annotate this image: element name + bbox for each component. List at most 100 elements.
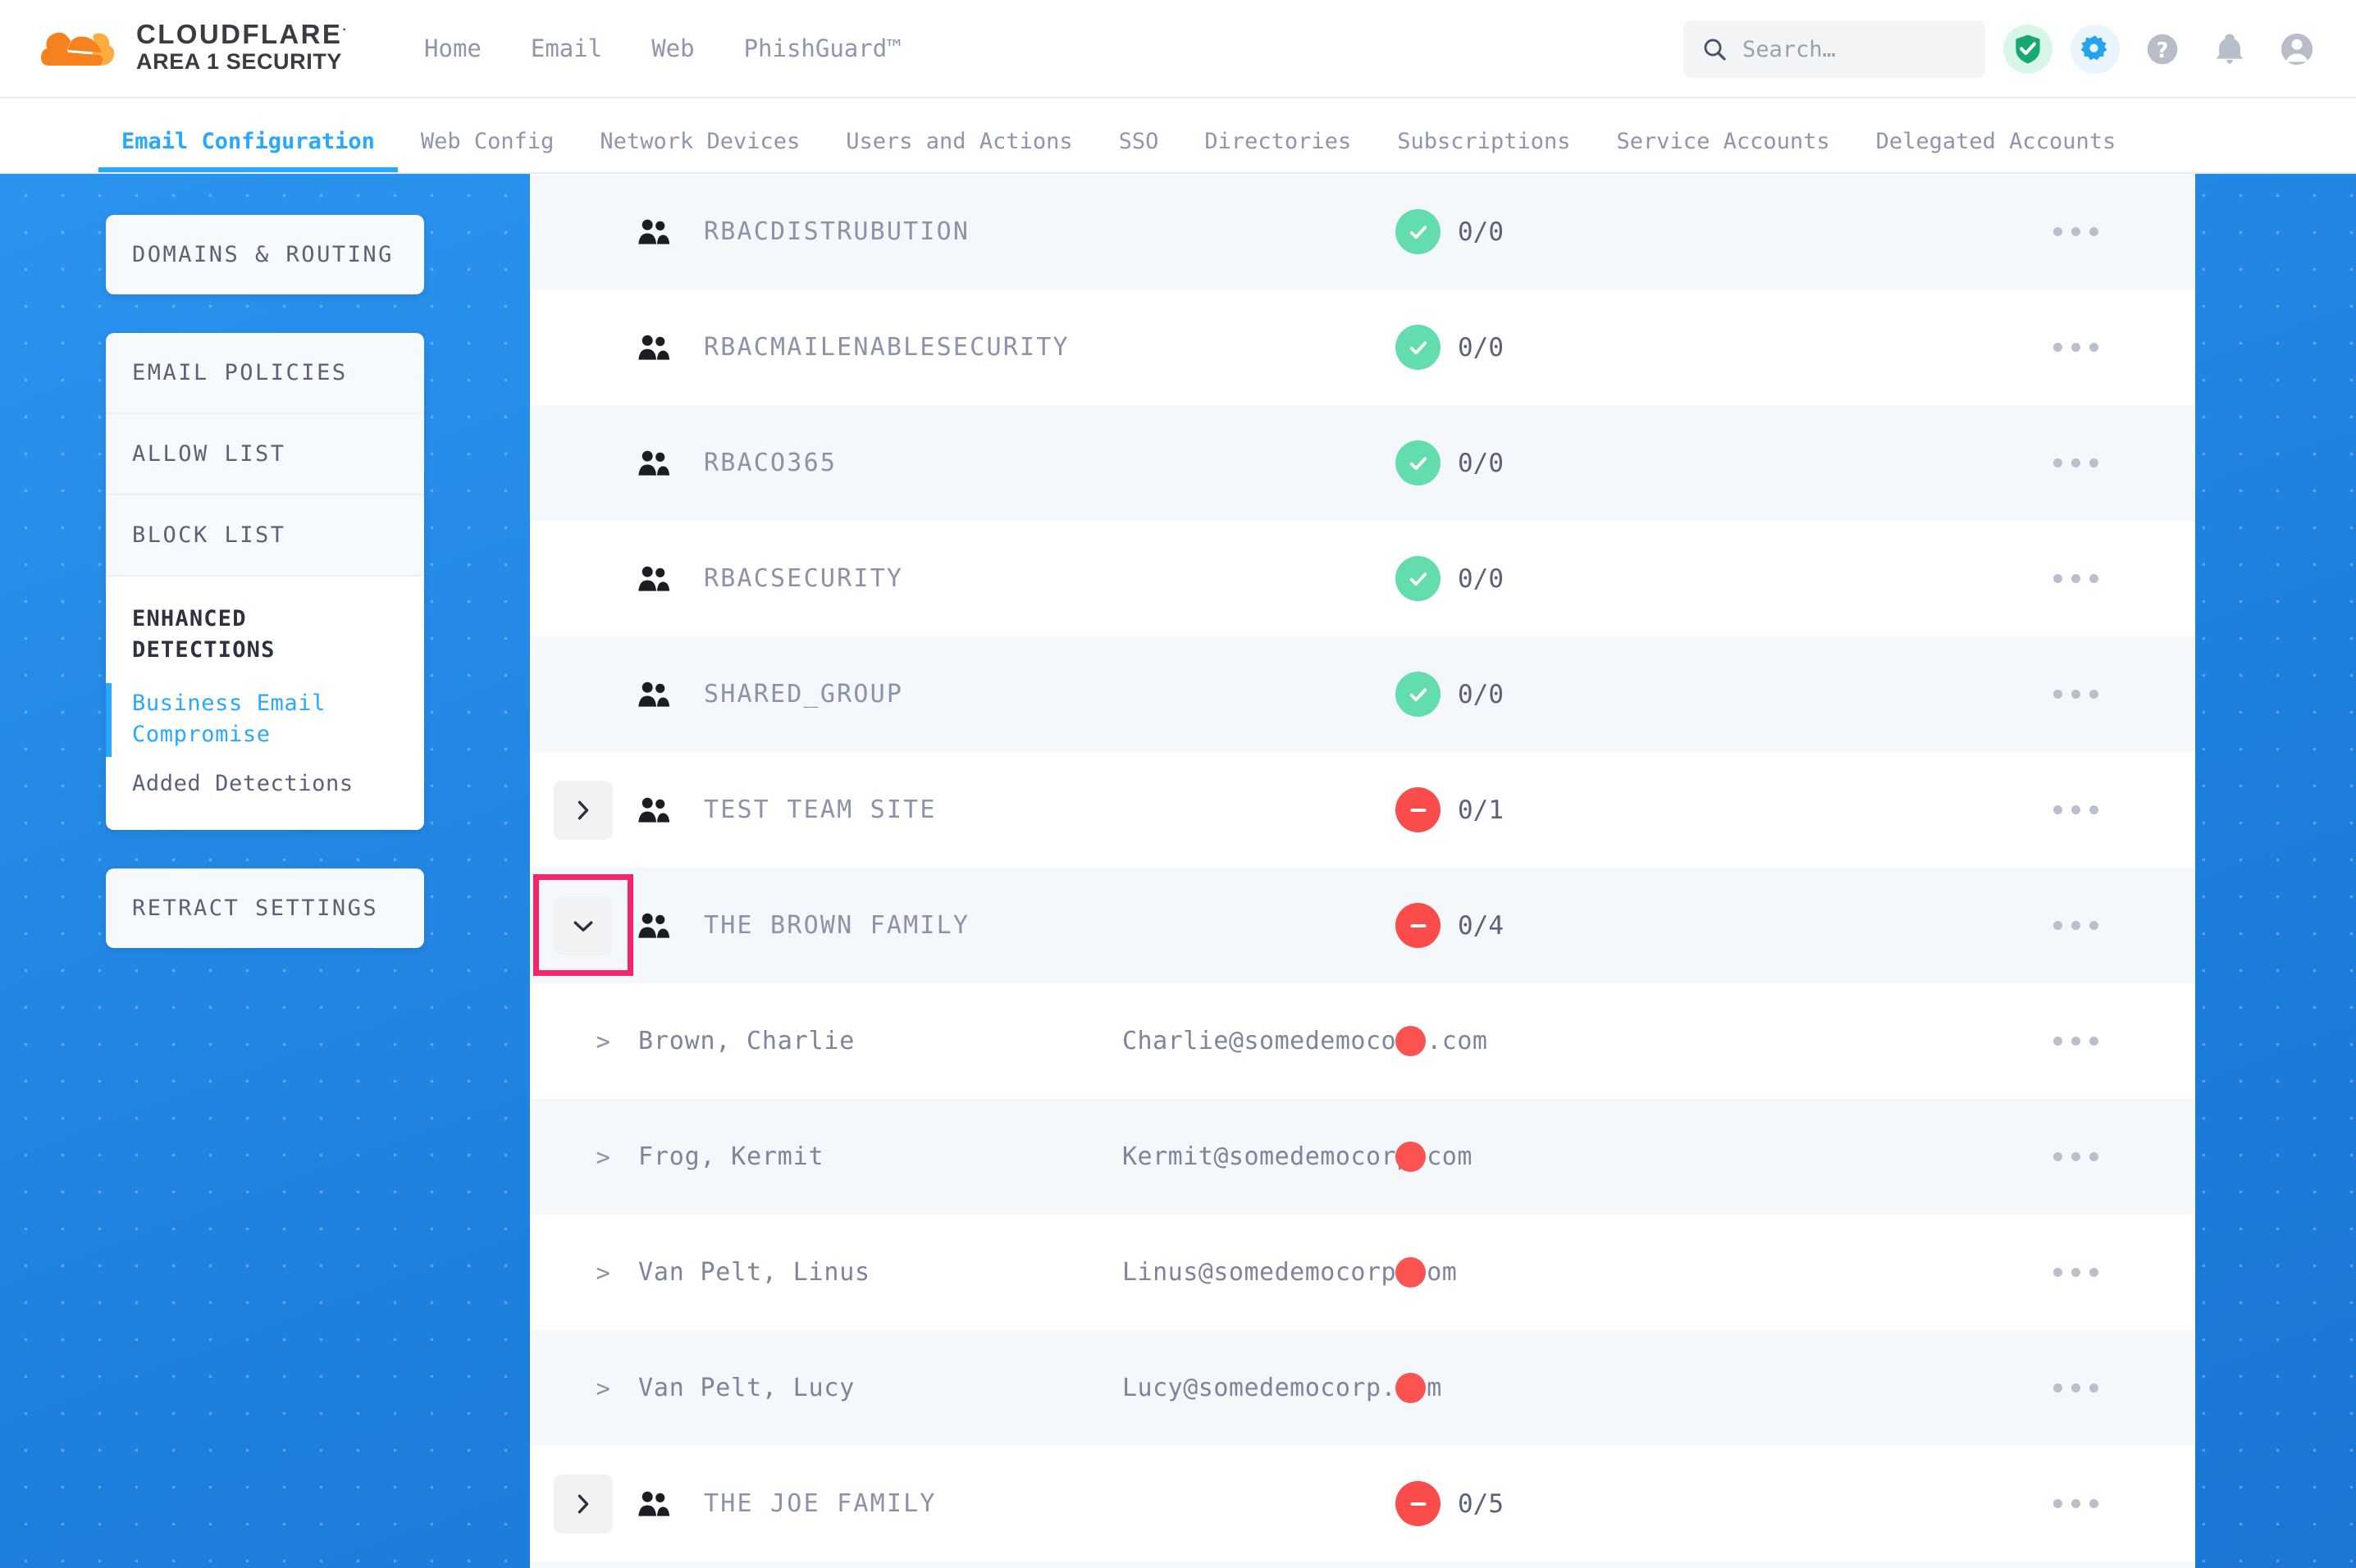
svg-text:?: ? <box>2157 39 2169 63</box>
ellipsis-menu-icon[interactable] <box>2053 174 2098 289</box>
status-count: 0/5 <box>1458 1488 1504 1519</box>
tab-service-accounts[interactable]: Service Accounts <box>1616 129 1830 154</box>
ellipsis-menu-icon[interactable] <box>2053 405 2098 521</box>
status-cell: 0/0 <box>1395 521 1504 636</box>
chevron-down-icon <box>573 920 593 932</box>
tab-web-config[interactable]: Web Config <box>420 129 555 154</box>
nav-item-web[interactable]: Web <box>651 34 695 62</box>
brand-logo[interactable]: CLOUDFLARE· AREA 1 SECURITY <box>39 20 349 76</box>
ellipsis-menu-icon[interactable] <box>2053 521 2098 636</box>
table-row[interactable] <box>530 1561 2195 1568</box>
sidebar-item-business-email-compromise[interactable]: Business Email Compromise <box>106 679 424 761</box>
ellipsis-menu-icon[interactable] <box>2053 983 2098 1099</box>
group-name: THE BROWN FAMILY <box>704 911 970 940</box>
tab-users-and-actions[interactable]: Users and Actions <box>846 129 1073 154</box>
search-icon <box>1704 39 1726 61</box>
tab-directories[interactable]: Directories <box>1204 129 1352 154</box>
table-row[interactable]: TEST TEAM SITE 0/1 <box>530 752 2195 868</box>
status-badge-ok <box>1395 209 1441 254</box>
help-circle-icon[interactable]: ? <box>2138 25 2187 74</box>
ellipsis-menu-icon[interactable] <box>2053 1215 2098 1330</box>
sidebar-card-retract-settings: RETRACT SETTINGS <box>106 868 424 948</box>
user-avatar-icon[interactable] <box>2272 25 2322 74</box>
status-cell <box>1395 1215 1426 1330</box>
chevron-right-icon[interactable]: > <box>596 1027 610 1055</box>
list-item[interactable]: > Van Pelt, Linus Linus@somedemocorp.com <box>530 1215 2195 1330</box>
sidebar-item-email-policies[interactable]: EMAIL POLICIES <box>132 360 348 385</box>
ellipsis-menu-icon[interactable] <box>2053 289 2098 405</box>
sidebar-item-retract-settings[interactable]: RETRACT SETTINGS <box>132 895 379 921</box>
shield-check-icon[interactable] <box>2003 25 2052 74</box>
tab-network-devices[interactable]: Network Devices <box>600 129 801 154</box>
list-item[interactable]: > Van Pelt, Lucy Lucy@somedemocorp.com <box>530 1330 2195 1446</box>
status-dot-blocked <box>1395 1026 1426 1056</box>
chevron-right-icon[interactable]: > <box>596 1258 610 1287</box>
table-row[interactable]: THE BROWN FAMILY 0/4 <box>530 868 2195 983</box>
ellipsis-menu-icon[interactable] <box>2053 1446 2098 1561</box>
status-count: 0/1 <box>1458 795 1504 825</box>
status-cell: 0/0 <box>1395 405 1504 521</box>
expand-cell <box>530 873 637 976</box>
chevron-right-icon <box>578 800 589 819</box>
search-box[interactable]: Search… <box>1683 21 1985 78</box>
ellipsis-menu-icon[interactable] <box>2053 636 2098 752</box>
ellipsis-menu-icon[interactable] <box>2053 1099 2098 1215</box>
nav-item-home[interactable]: Home <box>424 34 482 62</box>
status-cell: 0/4 <box>1395 868 1504 983</box>
status-count: 0/0 <box>1458 679 1504 709</box>
member-email: Lucy@somedemocorp.com <box>1122 1374 1442 1402</box>
status-cell <box>1395 1330 1426 1446</box>
status-badge-blocked <box>1395 903 1441 948</box>
people-group-icon <box>637 217 704 247</box>
sidebar-item-block-list[interactable]: BLOCK LIST <box>106 494 424 575</box>
status-count: 0/0 <box>1458 563 1504 594</box>
chevron-right-button-test-team-site[interactable] <box>554 780 613 840</box>
sidebar-item-domains-routing[interactable]: DOMAINS & ROUTING <box>132 242 394 267</box>
status-dot-blocked <box>1395 1373 1426 1403</box>
bell-icon[interactable] <box>2205 25 2254 74</box>
tab-delegated-accounts[interactable]: Delegated Accounts <box>1875 129 2116 154</box>
chevron-right-icon[interactable]: > <box>596 1142 610 1171</box>
tab-sso[interactable]: SSO <box>1118 129 1159 154</box>
ellipsis-menu-icon[interactable] <box>2053 752 2098 868</box>
nav-item-email[interactable]: Email <box>530 34 603 62</box>
list-item[interactable]: > Brown, Charlie Charlie@somedemocorp.co… <box>530 983 2195 1099</box>
tab-subscriptions[interactable]: Subscriptions <box>1397 129 1571 154</box>
status-count: 0/0 <box>1458 448 1504 478</box>
sidebar-item-added-detections[interactable]: Added Detections <box>106 760 424 830</box>
expand-cell <box>530 780 637 840</box>
table-row[interactable]: RBACMAILENABLESECURITY 0/0 <box>530 289 2195 405</box>
cloudflare-cloud-logo-icon <box>41 32 115 66</box>
status-badge-blocked <box>1395 787 1441 832</box>
status-cell <box>1395 983 1426 1099</box>
ellipsis-menu-icon[interactable] <box>2053 868 2098 983</box>
status-cell: 0/0 <box>1395 289 1504 405</box>
member-name: Brown, Charlie <box>638 1027 856 1055</box>
gear-icon[interactable] <box>2071 25 2120 74</box>
group-name: SHARED_GROUP <box>704 680 904 709</box>
status-cell: 0/0 <box>1395 636 1504 752</box>
table-row[interactable]: SHARED_GROUP 0/0 <box>530 636 2195 752</box>
people-group-icon <box>637 680 704 709</box>
sidebar-item-allow-list[interactable]: ALLOW LIST <box>106 413 424 494</box>
nav-item-phishguard[interactable]: PhishGuard™ <box>743 34 902 62</box>
primary-nav: Home Email Web PhishGuard™ <box>400 34 926 62</box>
tab-email-configuration[interactable]: Email Configuration <box>98 129 398 172</box>
list-item[interactable]: > Frog, Kermit Kermit@somedemocorp.com <box>530 1099 2195 1215</box>
status-count: 0/0 <box>1458 217 1504 247</box>
chevron-right-button-the-joe-family[interactable] <box>554 1474 613 1534</box>
table-row[interactable]: RBACDISTRUBUTION 0/0 <box>530 174 2195 289</box>
status-count: 0/4 <box>1458 910 1504 941</box>
member-email: Charlie@somedemocorp.com <box>1122 1027 1488 1055</box>
group-name: TEST TEAM SITE <box>704 795 937 824</box>
search-input[interactable]: Search… <box>1742 36 1836 62</box>
table-row[interactable]: RBACO365 0/0 <box>530 405 2195 521</box>
chevron-down-button-the-brown-family[interactable] <box>533 873 633 976</box>
chevron-right-icon[interactable]: > <box>596 1374 610 1402</box>
expand-cell <box>530 1474 637 1534</box>
people-group-icon <box>637 911 704 941</box>
table-row[interactable]: THE JOE FAMILY 0/5 <box>530 1446 2195 1561</box>
table-row[interactable]: RBACSECURITY 0/0 <box>530 521 2195 636</box>
member-name: Frog, Kermit <box>638 1142 824 1171</box>
ellipsis-menu-icon[interactable] <box>2053 1330 2098 1446</box>
